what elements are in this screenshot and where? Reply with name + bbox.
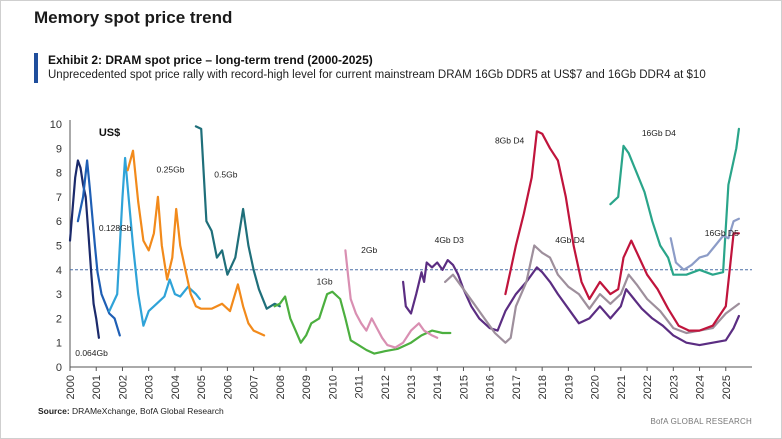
x-tick-label: 2014 (432, 375, 444, 399)
y-tick-label: 2 (56, 313, 62, 325)
exhibit-subtitle: Unprecedented spot price rally with reco… (48, 69, 706, 81)
x-tick-label: 2023 (668, 375, 680, 399)
x-tick-label: 2003 (144, 375, 156, 399)
y-tick-label: 8 (56, 168, 62, 180)
x-tick-label: 2000 (65, 375, 77, 399)
x-tick-label: 2006 (222, 375, 234, 399)
series-line-16gb-d4 (504, 130, 740, 332)
series-line-0-5gb (126, 149, 266, 337)
series-line-16gb-d5 (609, 127, 740, 276)
y-tick-label: 9 (56, 143, 62, 155)
exhibit-header: Exhibit 2: DRAM spot price – long-term t… (34, 53, 706, 83)
page-title: Memory spot price trend (34, 8, 233, 27)
series-annotation: 4Gb D4 (555, 235, 585, 245)
series-annotation: 0.25Gb (157, 165, 185, 175)
series-line-0-25gb (108, 156, 201, 327)
source-text: DRAMeXchange, BofA Global Research (69, 406, 224, 416)
x-tick-label: 2007 (249, 375, 261, 399)
series-line-4gb-d3 (344, 249, 439, 349)
series-annotation: 4Gb D3 (435, 235, 465, 245)
x-tick-label: 2009 (301, 375, 313, 399)
source-note: Source: DRAMeXchange, BofA Global Resear… (38, 406, 224, 416)
y-tick-label: 3 (56, 289, 62, 301)
x-tick-label: 2008 (275, 375, 287, 399)
series-line-2gb (273, 290, 452, 355)
x-tick-label: 2012 (380, 375, 392, 399)
x-tick-label: 2004 (170, 375, 182, 399)
x-tick-label: 2010 (327, 375, 339, 399)
y-tick-label: 5 (56, 241, 62, 253)
x-tick-label: 2002 (117, 375, 129, 399)
x-tick-label: 2015 (458, 375, 470, 399)
y-unit-label: US$ (99, 127, 120, 139)
x-tick-label: 2021 (616, 375, 628, 399)
x-tick-label: 2025 (721, 375, 733, 399)
source-label: Source: (38, 406, 70, 416)
series-annotation: 1Gb (317, 276, 333, 286)
x-tick-label: 2013 (406, 375, 418, 399)
x-tick-label: 2001 (91, 375, 103, 399)
series-annotation: 16Gb D4 (642, 128, 676, 138)
x-tick-label: 2017 (511, 375, 523, 399)
y-tick-label: 6 (56, 216, 62, 228)
y-tick-label: 7 (56, 192, 62, 204)
x-tick-label: 2005 (196, 375, 208, 399)
series-line-0-128gb (76, 159, 121, 337)
x-tick-label: 2016 (485, 375, 497, 399)
x-tick-label: 2011 (354, 375, 366, 399)
x-tick-label: 2024 (695, 375, 707, 399)
x-tick-label: 2020 (590, 375, 602, 399)
series-annotation: 0.128Gb (99, 223, 132, 233)
y-tick-label: 4 (56, 265, 62, 277)
y-tick-label: 0 (56, 362, 62, 374)
brand-footer: BofA GLOBAL RESEARCH (650, 417, 752, 426)
x-tick-label: 2018 (537, 375, 549, 399)
y-tick-label: 10 (50, 119, 62, 131)
exhibit-title: Exhibit 2: DRAM spot price – long-term t… (48, 53, 373, 67)
series-line-4gb-d4 (402, 259, 740, 347)
series-annotation: 0.5Gb (214, 169, 237, 179)
x-tick-label: 2022 (642, 375, 654, 399)
series-annotation: 2Gb (361, 245, 377, 255)
y-tick-label: 1 (56, 338, 62, 350)
x-tick-label: 2019 (563, 375, 575, 399)
series-annotation: 16Gb D5 (705, 228, 739, 238)
series-annotation: 0.064Gb (75, 348, 108, 358)
series-line-8gb-d4 (444, 244, 740, 344)
series-line-16gb-d5-ddr5- (669, 217, 740, 271)
series-annotation: 8Gb D4 (495, 135, 525, 145)
series-line-1gb (194, 125, 281, 310)
